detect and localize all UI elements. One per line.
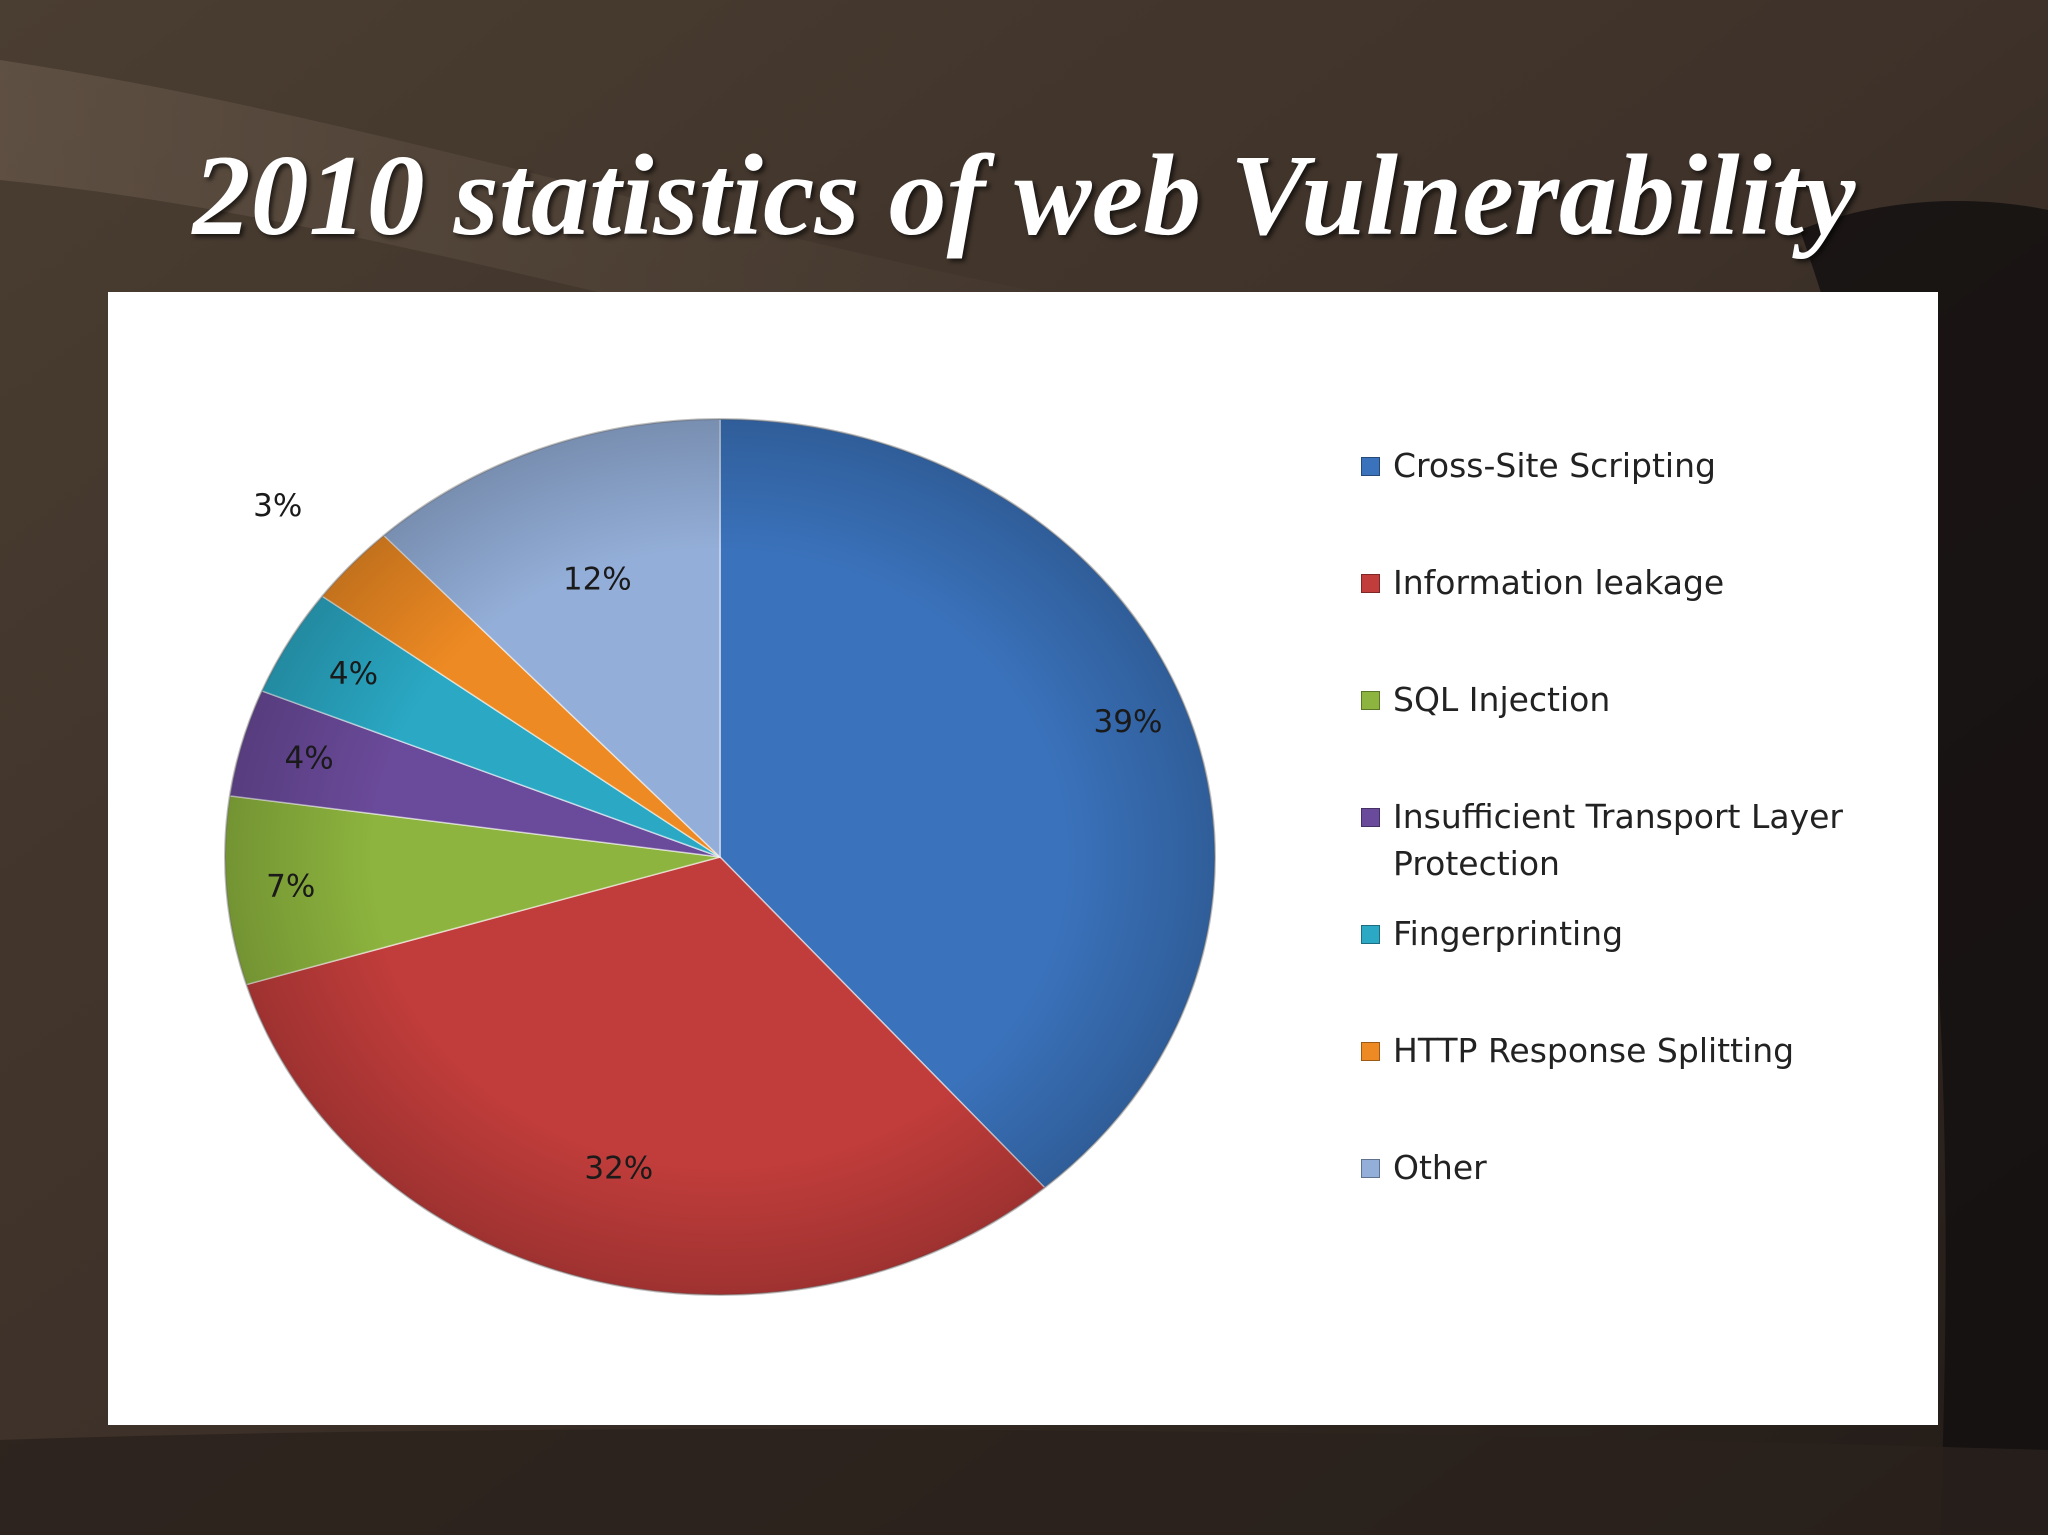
pie-slice-value-label: 7% (266, 869, 315, 905)
legend-item: Fingerprinting (1361, 910, 1913, 957)
legend-item: Insufficient Transport Layer Protection (1361, 793, 1913, 887)
legend-label: Insufficient Transport Layer Protection (1393, 797, 1843, 883)
legend-label: Cross-Site Scripting (1393, 446, 1716, 485)
legend-label: Fingerprinting (1393, 914, 1624, 953)
legend-item: SQL Injection (1361, 676, 1913, 723)
legend-label: Information leakage (1393, 563, 1725, 602)
legend-label: Other (1393, 1148, 1487, 1187)
legend-swatch (1361, 808, 1380, 827)
legend-swatch (1361, 925, 1380, 944)
legend-swatch (1361, 457, 1380, 476)
pie-slice-value-label: 4% (329, 656, 378, 692)
legend-swatch (1361, 691, 1380, 710)
legend-item: HTTP Response Splitting (1361, 1027, 1913, 1074)
legend-swatch (1361, 1042, 1380, 1061)
pie-chart-panel: 39% 32% 7% 4% 4% 3% 12% Cross-Site Scripting In… (108, 292, 1938, 1425)
legend-item: Information leakage (1361, 559, 1913, 606)
legend-label: HTTP Response Splitting (1393, 1031, 1795, 1070)
legend-item: Other (1361, 1144, 1913, 1191)
pie-slice-value-label: 12% (563, 562, 632, 598)
legend-item: Cross-Site Scripting (1361, 442, 1913, 489)
legend-label: SQL Injection (1393, 680, 1611, 719)
pie-slice-value-label: 32% (584, 1151, 653, 1187)
pie-slice-value-label: 39% (1094, 704, 1163, 740)
pie-slice-value-label: 3% (253, 488, 302, 524)
slide-title: 2010 statistics of web Vulnerability (192, 132, 1856, 260)
legend-swatch (1361, 1159, 1380, 1178)
pie-slice-value-label: 4% (285, 741, 334, 777)
legend-swatch (1361, 574, 1380, 593)
